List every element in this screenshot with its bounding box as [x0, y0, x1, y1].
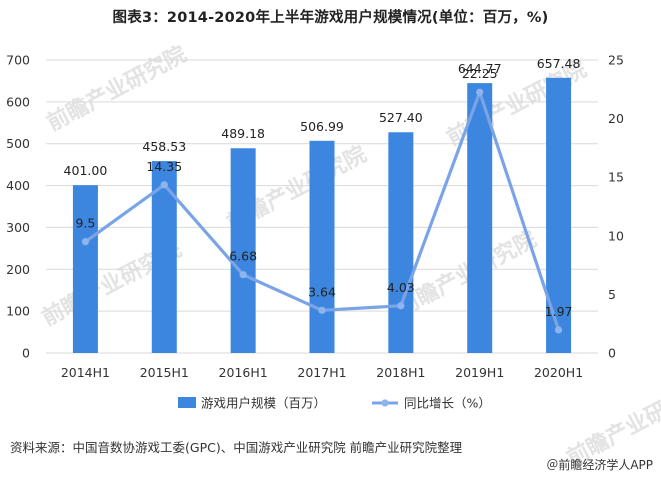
left-tick-label: 0 [22, 346, 30, 361]
right-tick-label: 0 [608, 346, 616, 361]
line-labels: 9.5 14.35 6.68 3.64 4.03 22.25 1.97 [75, 66, 572, 319]
line-value-label: 14.35 [146, 159, 182, 174]
right-tick-label: 15 [608, 170, 624, 185]
bar-value-label: 644.77 [458, 61, 502, 76]
right-axis-ticks: 0 5 10 15 20 25 [608, 53, 624, 361]
right-tick-label: 5 [608, 287, 616, 302]
line-value-label: 6.68 [229, 249, 257, 264]
line-value-label: 22.25 [462, 66, 498, 81]
line-point [554, 326, 563, 334]
chart-title: 图表3：2014-2020年上半年游戏用户规模情况(单位：百万，%) [112, 10, 549, 26]
bar [72, 185, 98, 353]
left-tick-label: 100 [6, 304, 30, 319]
bar-value-label: 489.18 [221, 126, 265, 141]
watermark-text: 前瞻产业研究院 [43, 41, 191, 136]
left-tick-label: 300 [6, 220, 30, 235]
x-tick-label: 2016H1 [219, 365, 268, 380]
line-point [239, 271, 247, 279]
credit: ＠前瞻经济学人APP [546, 458, 653, 472]
bar-value-label: 506.99 [300, 119, 344, 134]
x-tick-label: 2017H1 [297, 365, 346, 380]
bar-value-label: 401.00 [64, 163, 108, 178]
bar-value-label: 527.40 [379, 110, 423, 125]
left-tick-label: 200 [6, 262, 30, 277]
line-value-label: 4.03 [387, 280, 415, 295]
x-tick-label: 2014H1 [61, 365, 110, 380]
line-point [160, 181, 168, 189]
line-point [397, 302, 405, 310]
x-tick-label: 2015H1 [140, 365, 189, 380]
bar [388, 132, 414, 353]
legend: 游戏用户规模（百万） 同比增长（%） [178, 396, 491, 411]
bar-value-label: 657.48 [537, 56, 581, 71]
left-tick-label: 700 [6, 53, 30, 68]
legend-bar-swatch [178, 397, 196, 408]
legend-line-marker [381, 399, 389, 407]
bar [230, 148, 256, 353]
bar-series [72, 77, 572, 353]
right-tick-label: 10 [608, 228, 624, 243]
bar-labels: 401.00 458.53 489.18 506.99 527.40 644.77 657.… [64, 56, 581, 178]
left-axis-ticks: 0 100 200 300 400 500 600 700 [6, 53, 30, 361]
line-point [476, 88, 484, 96]
line-point [318, 306, 326, 314]
x-tick-label: 2018H1 [376, 365, 425, 380]
x-tick-label: 2019H1 [455, 365, 504, 380]
source-note: 资料来源：中国音数协游戏工委(GPC)、中国游戏产业研究院 前瞻产业研究院整理 [10, 440, 463, 455]
line-value-label: 1.97 [545, 304, 573, 319]
bar-value-label: 458.53 [142, 139, 186, 154]
left-tick-label: 500 [6, 136, 30, 151]
line-value-label: 3.64 [308, 284, 336, 299]
legend-bar-label: 游戏用户规模（百万） [201, 396, 326, 411]
bar [309, 140, 335, 353]
line-value-label: 9.5 [75, 216, 95, 231]
line-series [81, 88, 563, 334]
watermark-text: 前瞻产业研究院 [393, 226, 541, 321]
legend-line-label: 同比增长（%） [404, 396, 491, 411]
x-tick-label: 2020H1 [534, 365, 583, 380]
line-point [81, 238, 90, 246]
bar [467, 83, 493, 353]
right-tick-label: 20 [608, 111, 624, 126]
left-tick-label: 400 [6, 178, 30, 193]
x-axis-ticks: 2014H1 2015H1 2016H1 2017H1 2018H1 2019H1 2020… [61, 365, 583, 380]
left-tick-label: 600 [6, 94, 30, 109]
right-tick-label: 25 [608, 53, 624, 68]
